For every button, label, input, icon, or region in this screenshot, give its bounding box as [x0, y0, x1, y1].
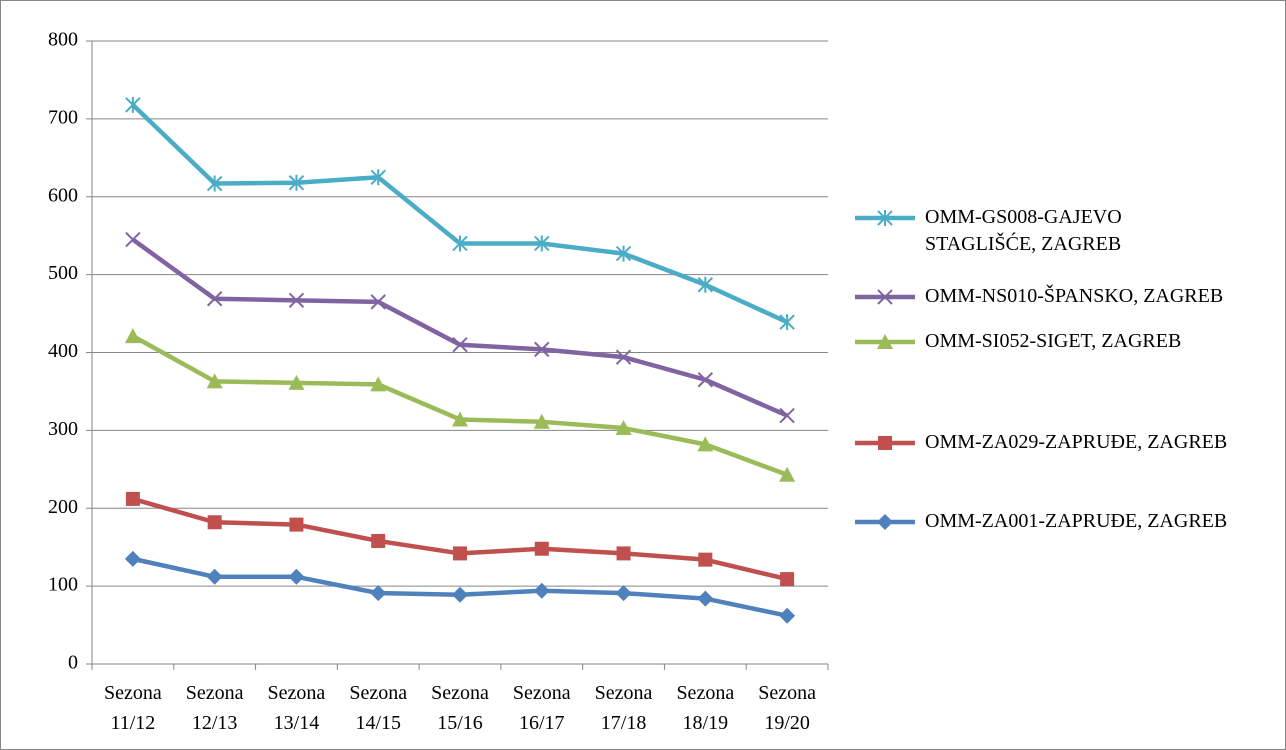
point-marker [452, 337, 468, 353]
x-tick-label: Sezona 11/12 [104, 682, 162, 734]
point-marker [533, 582, 550, 599]
point-marker [124, 328, 141, 344]
point-marker [370, 169, 386, 186]
point-marker [615, 420, 632, 436]
point-marker [206, 175, 223, 192]
point-marker [780, 572, 795, 587]
point-marker [779, 314, 795, 331]
point-marker [370, 294, 386, 310]
legend-label: OMM-ZA029-ZAPRUĐE, ZAGREB [925, 431, 1227, 453]
point-marker [697, 276, 714, 293]
y-tick-label: 400 [48, 340, 78, 362]
point-marker [452, 586, 468, 603]
legend-label: OMM-SI052-SIGET, ZAGREB [925, 330, 1181, 352]
x-tick-label: Sezona 17/18 [595, 682, 653, 734]
point-marker [453, 546, 467, 561]
legend-label: OMM-ZA001-ZAPRUĐE, ZAGREB [925, 510, 1227, 532]
x-tick-label: Sezona 15/16 [431, 682, 489, 734]
point-marker [779, 607, 796, 624]
y-tick-label: 0 [68, 652, 78, 674]
y-tick-label: 100 [48, 574, 78, 596]
point-marker [533, 413, 550, 429]
point-marker [697, 372, 714, 388]
point-marker [370, 585, 387, 602]
point-marker [779, 407, 795, 424]
x-tick-label: Sezona 19/20 [758, 682, 816, 734]
point-marker [452, 235, 468, 252]
legend-label: OMM-GS008-GAJEVO STAGLIŠĆE, ZAGREB [925, 206, 1122, 255]
legend-marker [877, 289, 893, 305]
y-tick-label: 700 [48, 106, 78, 128]
point-marker [534, 235, 550, 252]
point-marker [125, 231, 141, 248]
y-tick-label: 500 [48, 262, 78, 284]
y-tick-label: 300 [48, 418, 78, 440]
point-marker [288, 568, 305, 585]
point-marker [452, 411, 468, 427]
y-tick-label: 800 [48, 29, 78, 51]
point-marker [124, 550, 141, 567]
point-marker [206, 291, 223, 307]
point-marker [371, 533, 386, 548]
legend-marker [877, 514, 893, 530]
point-marker [697, 436, 714, 452]
x-tick-label: Sezona 12/13 [186, 682, 244, 734]
point-marker [615, 349, 632, 365]
point-marker [125, 491, 140, 506]
point-marker [779, 466, 796, 482]
point-marker [698, 552, 713, 567]
point-marker [289, 517, 304, 532]
point-marker [534, 541, 549, 556]
legend-marker [877, 334, 893, 349]
x-tick-label: Sezona 14/15 [349, 682, 407, 734]
point-marker [288, 292, 305, 309]
point-marker [615, 585, 632, 602]
x-tick-label: Sezona 16/17 [513, 682, 571, 734]
point-marker [370, 376, 387, 392]
point-marker [616, 546, 631, 561]
point-marker [288, 374, 305, 390]
legend-label: OMM-NS010-ŠPANSKO, ZAGREB [925, 283, 1223, 307]
x-tick-label: Sezona 18/19 [676, 682, 734, 734]
y-tick-label: 600 [48, 184, 78, 206]
x-tick-label: Sezona 13/14 [268, 682, 326, 734]
point-marker [206, 568, 223, 585]
y-tick-label: 200 [48, 496, 78, 518]
point-marker [534, 341, 550, 358]
point-marker [207, 515, 222, 530]
point-marker [697, 590, 714, 607]
legend-marker [877, 210, 893, 226]
point-marker [288, 174, 305, 191]
point-marker [615, 245, 632, 262]
point-marker [206, 373, 223, 389]
legend-marker [878, 436, 892, 450]
point-marker [125, 96, 141, 113]
